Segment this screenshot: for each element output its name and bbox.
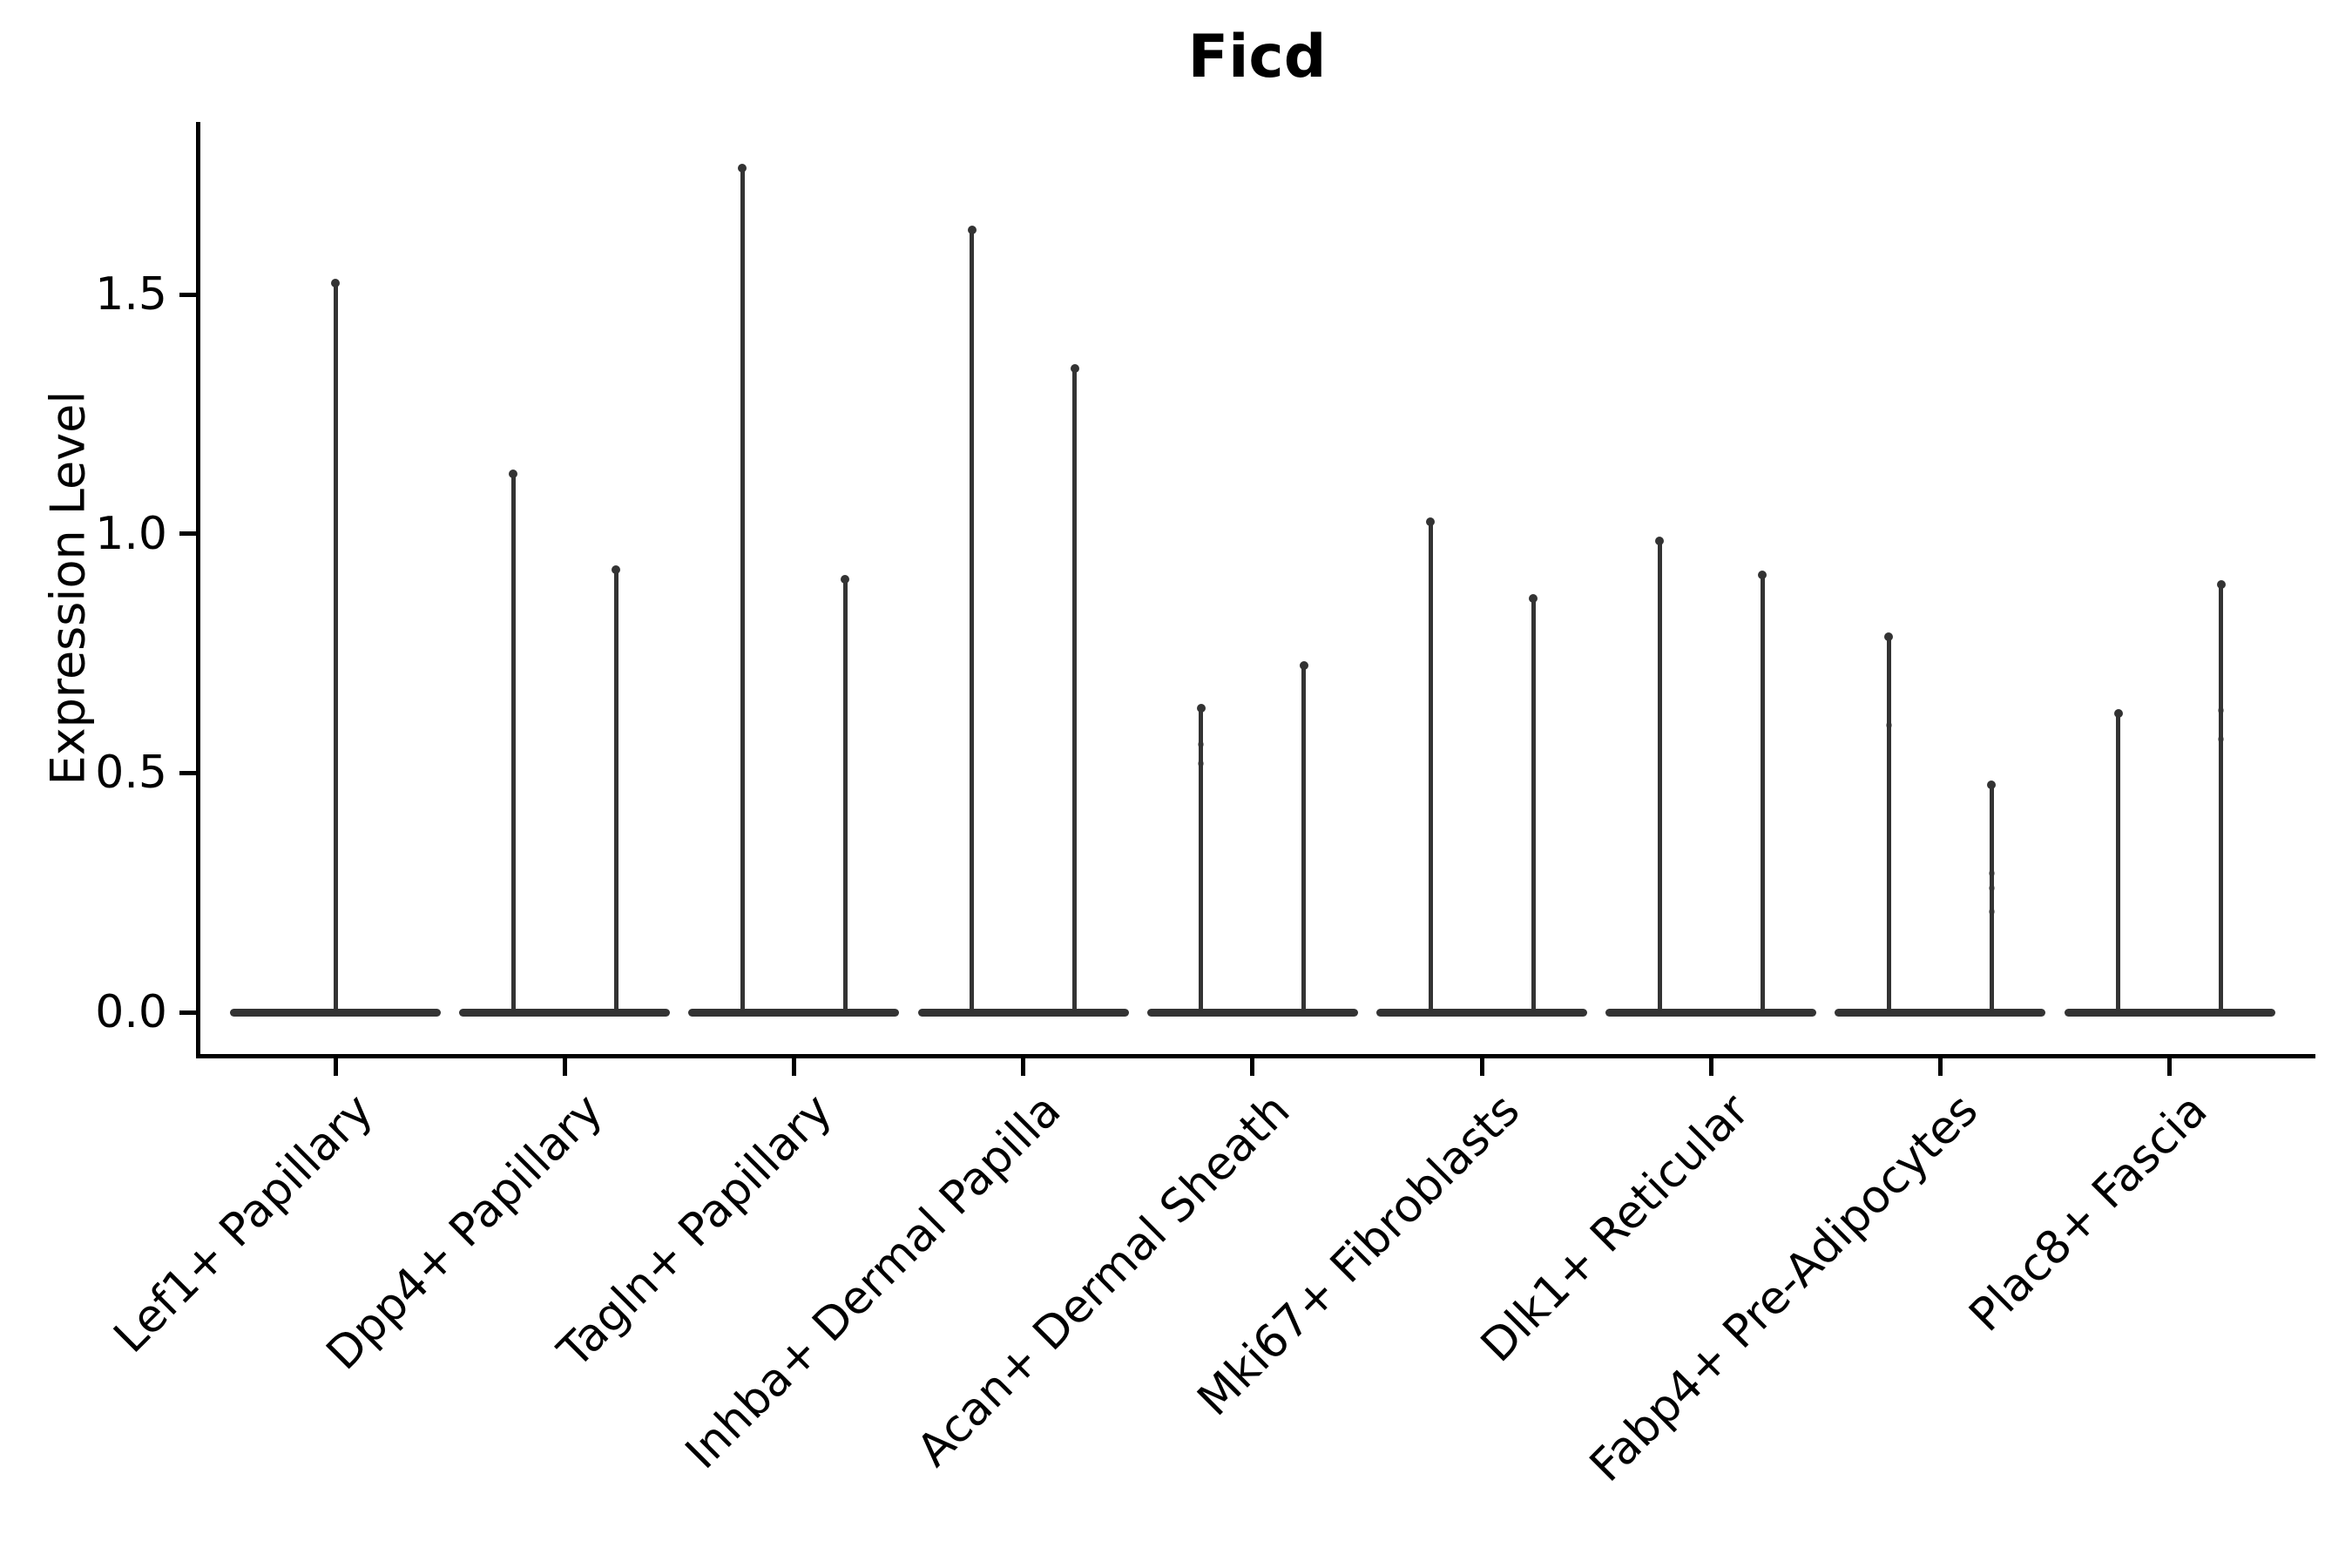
chart-title: Ficd [1187,23,1327,91]
violin-max-point [1070,364,1079,374]
y-axis-label: Expression Level [40,390,96,786]
violin-base [2064,1008,2275,1017]
y-tick-mark [179,1010,199,1015]
violin-spike [1989,782,1994,1012]
violin-max-point [1196,704,1206,713]
x-tick-label: Plac8+ Fascia [1959,1084,2218,1342]
y-axis-spine [196,122,200,1058]
violin-spike [1428,519,1433,1012]
violin-max-point [1758,570,1767,579]
violin-spike [1531,596,1536,1012]
violin-spike [613,567,618,1012]
violin-base [1605,1008,1817,1017]
y-tick-label: 0.0 [95,986,167,1038]
violin-max-point [738,163,747,172]
violin-max-point [841,575,850,585]
violin-spike [2116,710,2121,1012]
violin-spike [1072,366,1078,1012]
x-tick-label: Acan+ Dermal Sheath [908,1084,1301,1477]
violin-max-point [331,278,340,287]
y-tick-label: 1.0 [95,507,167,560]
x-tick-mark [1479,1057,1484,1076]
violin-max-point [967,226,977,235]
violin-jitter-point [1988,870,1995,877]
y-tick-label: 0.5 [95,747,167,800]
x-tick-mark [333,1057,338,1076]
violin-base [1376,1008,1587,1017]
violin-max-point [509,470,518,479]
violin-jitter-point [1988,909,1995,916]
violin-base [1835,1008,2046,1017]
x-tick-mark [1708,1057,1713,1076]
violin-spike [2219,581,2224,1012]
x-tick-label: Fabp4+ Pre-Adipocytes [1580,1084,1989,1492]
violin-max-point [1426,517,1435,527]
violin-max-point [1884,632,1894,642]
x-tick-label: Inhba+ Dermal Papilla [676,1084,1071,1480]
x-axis-spine [196,1054,2315,1058]
violin-spike [1886,634,1891,1012]
violin-max-point [1299,660,1308,670]
violin-spike [1301,662,1307,1012]
violin-max-point [2113,708,2123,718]
x-tick-mark [1937,1057,1943,1076]
violin-max-point [1529,594,1538,604]
x-tick-mark [562,1057,567,1076]
violin-spike [1199,706,1204,1012]
violin-spike [740,165,745,1012]
violin-jitter-point [1198,760,1205,767]
y-tick-mark [179,531,199,537]
violin-base [917,1008,1129,1017]
y-tick-label: 1.5 [95,268,167,321]
violin-base [230,1008,441,1017]
x-tick-mark [1250,1057,1255,1076]
x-tick-mark [1021,1057,1026,1076]
y-tick-mark [179,292,199,297]
violin-base [1146,1008,1358,1017]
x-tick-mark [2167,1057,2173,1076]
violin-spike [970,227,975,1012]
violin-spike [1657,538,1662,1012]
violin-spike [842,577,848,1012]
violin-jitter-point [2218,736,2225,743]
violin-spike [333,280,338,1012]
violin-max-point [1655,537,1665,546]
x-tick-mark [791,1057,796,1076]
violin-base [688,1008,900,1017]
violin-max-point [1987,781,1997,790]
violin-spike [1760,571,1765,1012]
y-tick-mark [179,770,199,775]
violin-jitter-point [1988,884,1995,891]
violin-max-point [2216,579,2226,589]
violin-jitter-point [1198,740,1205,747]
violin-jitter-point [2218,707,2225,714]
violin-base [459,1008,671,1017]
violin-spike [510,471,516,1012]
violin-jitter-point [1885,721,1892,728]
violin-max-point [612,565,621,575]
